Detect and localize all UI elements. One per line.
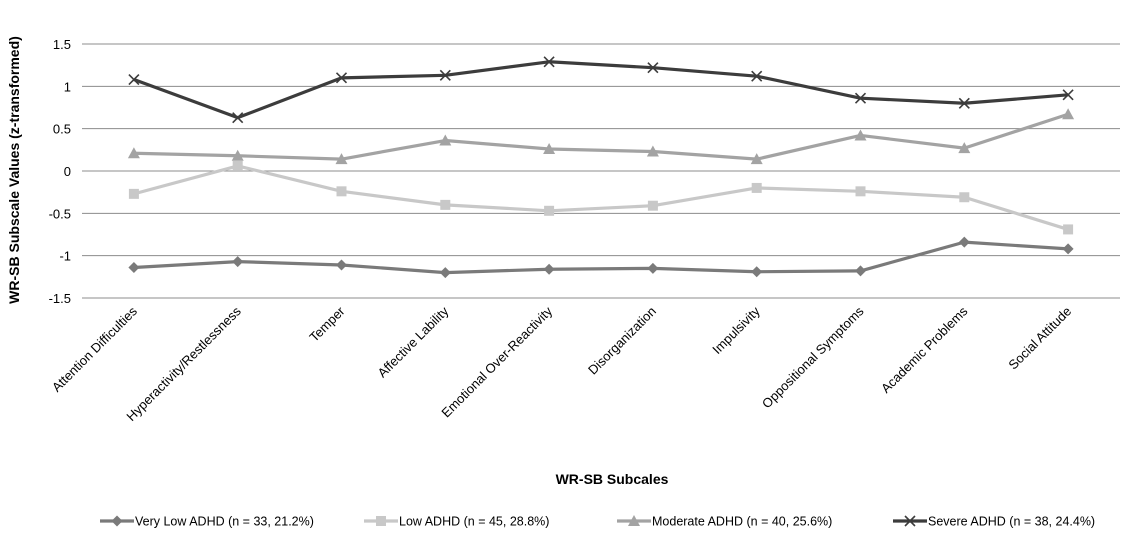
- data-point: [232, 112, 244, 124]
- data-point: [128, 188, 139, 199]
- legend-marker: [904, 515, 916, 527]
- series-triangle: [127, 108, 1075, 165]
- data-point: [958, 97, 970, 109]
- legend-marker: [111, 515, 123, 527]
- series-square: [128, 160, 1074, 235]
- data-point: [128, 262, 140, 274]
- series-line: [133, 60, 1069, 120]
- data-point: [232, 256, 244, 268]
- data-point: [751, 70, 763, 82]
- y-tick-label: -1: [59, 249, 71, 264]
- legend-entry: Very Low ADHD (n = 33, 21.2%): [100, 515, 314, 529]
- data-point: [336, 259, 347, 271]
- x-tick-label: Affective Lability: [375, 303, 452, 380]
- x-tick-label: Hyperactivity/Restlessness: [123, 303, 244, 424]
- y-tick-label: 1.5: [53, 37, 71, 52]
- data-point: [128, 73, 140, 86]
- data-point: [647, 262, 659, 274]
- data-point: [1062, 108, 1075, 120]
- x-tick-label: Academic Problems: [878, 303, 971, 396]
- data-point: [751, 182, 762, 193]
- data-point: [231, 149, 244, 161]
- data-point: [750, 153, 763, 165]
- legend-label: Severe ADHD (n = 38, 24.4%): [928, 515, 1095, 529]
- x-axis-tick-labels: Attention DifficultiesHyperactivity/Rest…: [49, 303, 1074, 424]
- data-point: [127, 147, 140, 159]
- series-line: [133, 240, 1069, 275]
- data-point: [751, 266, 763, 278]
- data-point: [854, 129, 867, 141]
- data-point: [439, 267, 451, 279]
- legend-marker: [628, 515, 640, 526]
- x-tick-label: Impulsivity: [709, 303, 763, 357]
- y-axis-title: WR-SB Subscale Values (z-transformed): [6, 36, 22, 304]
- data-point: [855, 265, 866, 277]
- legend-marker: [376, 516, 386, 526]
- data-point: [958, 142, 971, 154]
- data-point: [543, 142, 556, 154]
- data-point: [958, 236, 970, 248]
- y-tick-label: -1.5: [49, 291, 71, 306]
- legend-entry: Moderate ADHD (n = 40, 25.6%): [617, 515, 832, 529]
- series-layer: [127, 56, 1075, 279]
- y-tick-label: -0.5: [49, 206, 71, 221]
- series-line: [133, 164, 1069, 231]
- x-tick-label: Emotional Over-Reactivity: [438, 303, 555, 420]
- data-point: [1063, 224, 1074, 235]
- x-tick-label: Temper: [306, 303, 348, 345]
- y-tick-label: 1: [64, 79, 71, 94]
- y-tick-label: 0: [64, 164, 71, 179]
- legend: Very Low ADHD (n = 33, 21.2%) Low ADHD (n…: [100, 515, 1095, 529]
- data-point: [1062, 89, 1074, 101]
- legend-entry: Severe ADHD (n = 38, 24.4%): [893, 515, 1095, 529]
- data-point: [232, 160, 243, 171]
- data-point: [439, 134, 452, 146]
- legend-label: Very Low ADHD (n = 33, 21.2%): [135, 515, 314, 529]
- data-point: [543, 56, 555, 68]
- data-point: [959, 192, 970, 203]
- data-point: [440, 199, 451, 210]
- data-point: [335, 153, 348, 165]
- legend-label: Moderate ADHD (n = 40, 25.6%): [652, 515, 832, 529]
- data-point: [647, 62, 659, 74]
- data-point: [543, 263, 555, 275]
- data-point: [335, 72, 348, 84]
- series-line: [133, 112, 1069, 161]
- data-point: [854, 92, 867, 104]
- legend-entry: Low ADHD (n = 45, 28.8%): [364, 515, 549, 529]
- data-point: [855, 186, 866, 197]
- x-tick-label: Social Attitude: [1005, 304, 1074, 373]
- series-x: [128, 56, 1074, 124]
- data-point: [646, 145, 659, 157]
- x-tick-label: Disorganization: [585, 304, 659, 378]
- y-tick-label: 0.5: [53, 122, 71, 137]
- y-axis-tick-labels: 1.5 1 0.5 0 -0.5 -1 -1.5: [49, 37, 71, 306]
- data-point: [1062, 243, 1074, 255]
- x-axis-title: WR-SB Subcales: [556, 471, 669, 487]
- legend-label: Low ADHD (n = 45, 28.8%): [399, 515, 549, 529]
- data-point: [647, 200, 658, 211]
- data-point: [336, 186, 347, 197]
- x-tick-label: Attention Difficulties: [49, 303, 141, 395]
- series-diamond: [128, 236, 1074, 279]
- data-point: [439, 69, 451, 81]
- data-point: [544, 205, 555, 216]
- x-tick-label: Oppositional Symptoms: [759, 303, 867, 411]
